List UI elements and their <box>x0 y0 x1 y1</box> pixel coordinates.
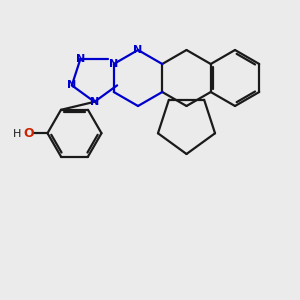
Text: N: N <box>109 59 119 69</box>
Text: N: N <box>134 45 142 55</box>
Text: N: N <box>90 97 99 107</box>
Text: N: N <box>67 80 76 90</box>
Text: N: N <box>76 54 85 64</box>
Text: O: O <box>23 127 34 140</box>
Text: H: H <box>13 129 22 139</box>
